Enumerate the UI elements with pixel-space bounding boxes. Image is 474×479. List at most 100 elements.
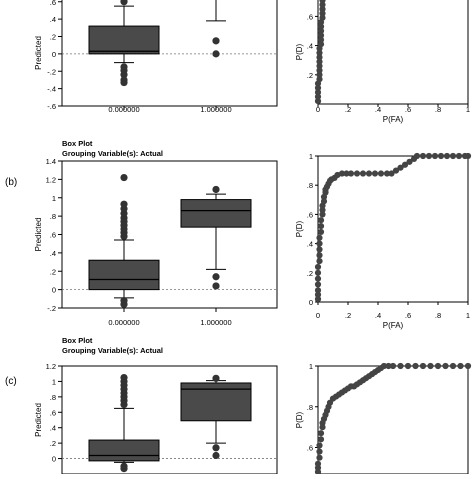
roc-point — [420, 363, 426, 369]
chart-title: Box Plot — [62, 139, 93, 148]
chart-subtitle: Grouping Variable(s): Actual — [62, 149, 163, 158]
roc-point — [432, 153, 438, 159]
roc-point — [444, 153, 450, 159]
x-tick-label: 1.000000 — [200, 318, 231, 327]
x-tick-label: .4 — [375, 311, 381, 320]
y-axis-label: P(D) — [295, 43, 304, 60]
y-tick-label: .2 — [307, 71, 313, 80]
box-body — [89, 260, 159, 289]
y-axis-label: Predicted — [34, 218, 43, 252]
outlier-point — [212, 375, 219, 382]
y-tick-label: 0 — [52, 286, 56, 295]
roc-point — [354, 170, 360, 176]
y-tick-label: 1 — [309, 152, 313, 161]
x-tick-label: .8 — [435, 105, 441, 114]
y-tick-label: .4 — [50, 424, 56, 433]
outlier-point — [120, 374, 127, 381]
roc-point — [378, 170, 384, 176]
y-tick-label: 1.2 — [46, 362, 56, 371]
outlier-point — [212, 186, 219, 193]
y-tick-label: .4 — [307, 240, 313, 249]
roc-point — [397, 363, 403, 369]
y-tick-label: .2 — [307, 269, 313, 278]
y-tick-label: .2 — [50, 439, 56, 448]
roc-point — [414, 153, 420, 159]
outlier-point — [120, 465, 127, 472]
x-tick-label: .2 — [345, 311, 351, 320]
y-axis-label: Predicted — [34, 403, 43, 437]
roc-point — [316, 442, 322, 448]
x-tick-label: .2 — [345, 105, 351, 114]
roc-point — [315, 461, 321, 467]
y-tick-label: 0 — [309, 298, 313, 307]
roc-point — [315, 276, 321, 282]
panel-label: (c) — [5, 376, 17, 387]
roc-point — [390, 363, 396, 369]
outlier-point — [212, 37, 219, 44]
y-tick-label: 1 — [52, 377, 56, 386]
x-tick-label: .6 — [405, 105, 411, 114]
roc-point — [450, 153, 456, 159]
y-tick-label: .6 — [50, 408, 56, 417]
roc-point — [315, 281, 321, 287]
x-axis-label: P(FA) — [383, 115, 404, 124]
x-tick-label: .4 — [375, 105, 381, 114]
y-tick-label: 1.4 — [46, 157, 56, 166]
roc-point — [316, 455, 322, 461]
roc-point — [366, 170, 372, 176]
y-axis-label: P(D) — [295, 411, 304, 428]
y-tick-label: -.2 — [47, 67, 56, 76]
chart-subtitle: Grouping Variable(s): Actual — [62, 346, 163, 355]
roc-point — [372, 170, 378, 176]
y-tick-label: 0 — [52, 455, 56, 464]
y-tick-label: .8 — [50, 393, 56, 402]
roc-point — [456, 153, 462, 159]
x-tick-label: 1 — [466, 311, 470, 320]
y-axis-label: P(D) — [295, 220, 304, 237]
panel-label: (b) — [5, 177, 17, 188]
outlier-point — [212, 452, 219, 459]
roc-point — [427, 363, 433, 369]
roc-point — [316, 252, 322, 258]
y-tick-label: -.4 — [47, 85, 56, 94]
plot-frame — [318, 0, 468, 104]
x-tick-label: 0 — [316, 105, 320, 114]
y-tick-label: 1 — [309, 362, 313, 371]
roc-point — [316, 235, 322, 241]
plot-frame — [318, 366, 468, 474]
roc-point — [457, 363, 463, 369]
y-tick-label: .8 — [307, 403, 313, 412]
x-tick-label: 0.000000 — [108, 318, 139, 327]
y-tick-label: .6 — [307, 444, 313, 453]
plot-frame — [318, 156, 468, 302]
roc-point — [315, 270, 321, 276]
y-tick-label: .6 — [307, 12, 313, 21]
y-tick-label: .2 — [50, 33, 56, 42]
roc-point — [318, 223, 324, 229]
y-tick-label: .6 — [307, 210, 313, 219]
roc-point — [315, 287, 321, 293]
x-tick-label: 1 — [466, 105, 470, 114]
outlier-point — [120, 201, 127, 208]
roc-point — [316, 241, 322, 247]
roc-point — [420, 153, 426, 159]
outlier-point — [212, 282, 219, 289]
outlier-point — [212, 444, 219, 451]
outlier-point — [212, 273, 219, 280]
y-tick-label: 0 — [52, 50, 56, 59]
y-tick-label: .4 — [307, 42, 313, 51]
roc-point — [360, 170, 366, 176]
roc-point — [316, 448, 322, 454]
y-tick-label: -.6 — [47, 102, 56, 111]
x-axis-label: P(FA) — [383, 321, 404, 330]
roc-point — [316, 246, 322, 252]
roc-point — [465, 363, 471, 369]
y-tick-label: .6 — [50, 0, 56, 7]
y-tick-label: .6 — [50, 231, 56, 240]
y-tick-label: .2 — [50, 267, 56, 276]
outlier-point — [212, 50, 219, 57]
roc-point — [412, 363, 418, 369]
outlier-point — [120, 174, 127, 181]
y-tick-label: .4 — [50, 249, 56, 258]
